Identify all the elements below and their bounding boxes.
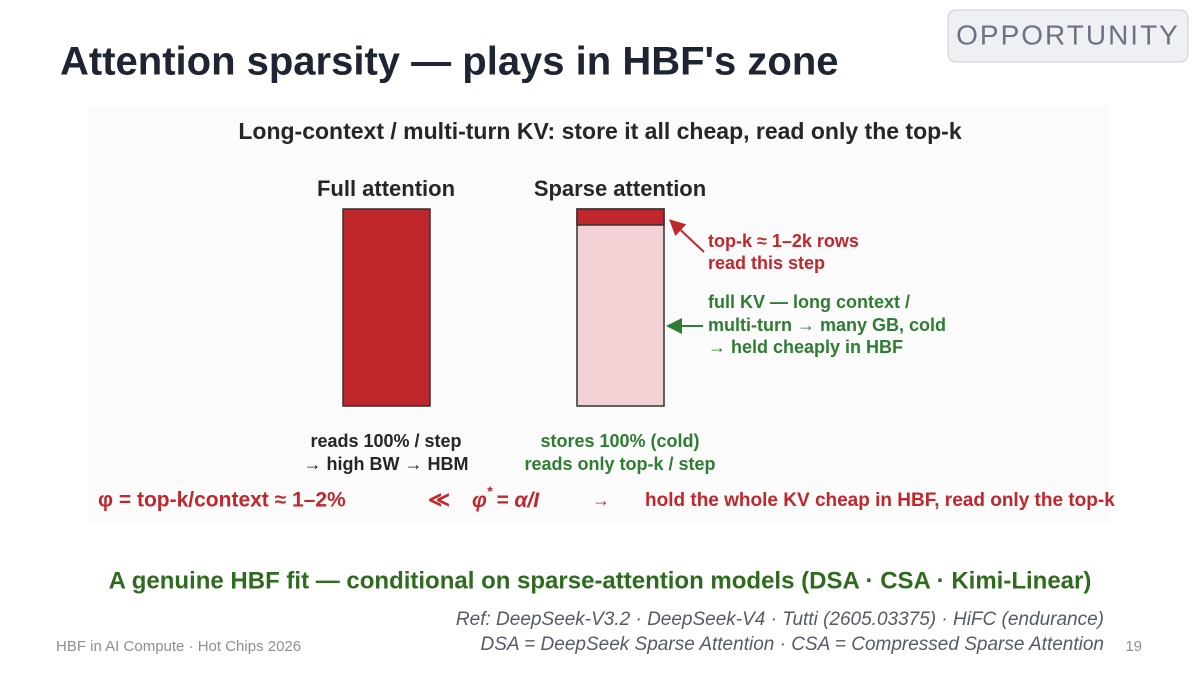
full-bar	[342, 208, 431, 407]
formula-op: ≪	[428, 489, 450, 512]
page-number: 19	[1125, 638, 1142, 655]
formula-symbol: φ	[472, 489, 487, 512]
annotation-arrow	[669, 219, 705, 253]
topk-segment	[576, 208, 665, 226]
column-title: Full attention	[317, 176, 455, 201]
annotation: multi-turn → many GB, cold	[708, 315, 946, 335]
reference: Ref: DeepSeek-V3.2 · DeepSeek-V4 · Tutti…	[456, 609, 1104, 630]
caption: reads 100% / step	[310, 431, 461, 451]
footer-text: HBF in AI Compute · Hot Chips 2026	[56, 638, 301, 655]
annotation: read this step	[708, 253, 825, 273]
sparse-bar	[576, 208, 665, 407]
caption: → high BW → HBM	[304, 454, 469, 474]
formula-sup: *	[487, 483, 493, 499]
caption: reads only top-k / step	[524, 454, 715, 474]
diagram-heading: Long-context / multi-turn KV: store it a…	[238, 118, 961, 144]
reference: DSA = DeepSeek Sparse Attention · CSA = …	[481, 634, 1104, 655]
annotation: full KV — long context /	[708, 292, 910, 312]
annotation: → held cheaply in HBF	[708, 337, 903, 357]
column-title: Sparse attention	[534, 176, 706, 201]
badge-box	[947, 9, 1189, 63]
annotation: top-k ≈ 1–2k rows	[708, 231, 859, 251]
formula-text: hold the whole KV cheap in HBF, read onl…	[645, 490, 1115, 511]
caption: stores 100% (cold)	[540, 431, 699, 451]
formula-arrow: →	[592, 490, 610, 510]
conclusion: A genuine HBF fit — conditional on spars…	[109, 567, 1092, 594]
badge: OPPORTUNITY	[956, 19, 1180, 50]
formula: φ = top-k/context ≈ 1–2%	[98, 489, 346, 512]
formula: φ* = α/I	[472, 483, 540, 512]
slide-title: Attention sparsity — plays in HBF's zone	[60, 40, 839, 84]
formula-rest: = α/I	[496, 489, 540, 512]
